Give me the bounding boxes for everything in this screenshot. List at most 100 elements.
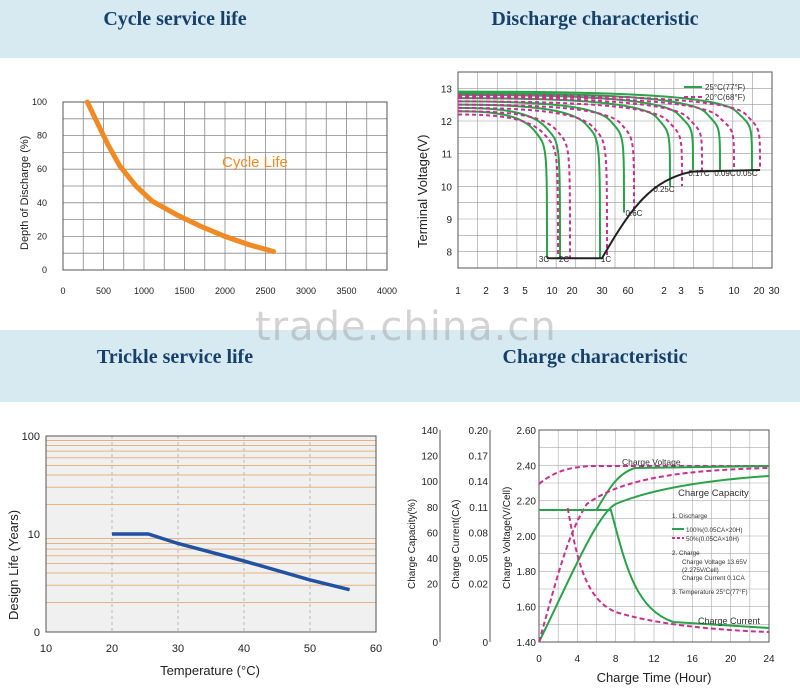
trickle-chart-panel: 100 10 0 10 20 30 40 50 60 Temperature (°C) Desi…: [0, 404, 398, 688]
charge-voltage-tick: 1.40: [517, 638, 537, 649]
charge-current-label: Charge Current: [698, 616, 761, 626]
cycle-xtick-label: 2500: [255, 286, 275, 296]
charge-current-curve-100: [539, 509, 770, 629]
discharge-curve-20c: [457, 100, 683, 187]
trickle-xtick-label: 30: [172, 643, 184, 655]
charge-capacity-tick: 140: [421, 426, 438, 437]
discharge-xtick-label: 3: [503, 286, 509, 297]
cycle-xtick-label: 1500: [174, 286, 194, 296]
charge-capacity-curve-50: [538, 467, 770, 643]
discharge-ytick-label: 9: [446, 215, 452, 226]
charge-xtick-label: 24: [763, 654, 775, 665]
discharge-xtick-label: 60: [622, 286, 634, 297]
cycle-ytick-label: 40: [37, 198, 47, 208]
charge-xtick-label: 12: [648, 654, 660, 665]
discharge-ytick-label: 13: [441, 84, 453, 95]
discharge-xtick-label: 20: [566, 286, 578, 297]
trickle-ytick-label: 0: [34, 627, 40, 639]
discharge-rate-label: 1C: [601, 255, 611, 264]
discharge-title: Discharge characteristic: [491, 8, 699, 30]
cycle-chart-panel: 0 500 1000 1500 2000 2500 3000 3500 4000 0 20 40 60 8…: [0, 60, 398, 330]
charge-chart: 1401201008060402000.200.170.140.110.080.…: [407, 426, 775, 685]
charge-capacity-tick: 80: [427, 503, 439, 514]
cycle-xtick-label: 1000: [134, 286, 154, 296]
discharge-curve-25c: [457, 92, 721, 171]
charge-capacity-tick: 0: [432, 638, 438, 649]
discharge-ytick-label: 11: [442, 150, 453, 161]
charge-voltage-tick: 1.60: [517, 603, 537, 614]
discharge-xtick-label: 5: [522, 286, 528, 297]
trickle-ylabel: Design Life (Years): [6, 510, 21, 620]
charge-voltage-ylabel: Charge Voltage(V/Cell): [502, 487, 513, 589]
charge-note-line: (2.275V/Cell): [682, 567, 719, 574]
cycle-ytick-label: 0: [42, 265, 47, 275]
charge-voltage-curve-50: [538, 465, 769, 485]
discharge-ytick-label: 8: [446, 248, 452, 259]
cycle-ytick-label: 20: [37, 231, 47, 241]
charge-voltage-tick: 2.00: [517, 532, 537, 543]
discharge-xtick-label: 5: [698, 286, 704, 297]
discharge-curve-25c: [457, 90, 753, 171]
discharge-xtick-label: 10: [546, 286, 558, 297]
discharge-curve-25c: [457, 110, 548, 259]
charge-current-tick: 0: [482, 638, 488, 649]
discharge-xtick-label: 20: [753, 286, 765, 297]
charge-capacity-tick: 100: [421, 477, 438, 488]
discharge-rate-label: 0.05C: [736, 169, 758, 178]
charge-voltage-tick: 1.80: [517, 567, 537, 578]
charge-note-line: 100%(0.05CA×20H): [686, 527, 743, 534]
charge-note-line: 2. Charge: [672, 550, 700, 557]
charge-current-ylabel: Charge Current(CA): [451, 500, 462, 589]
charge-capacity-label: Charge Capacity: [678, 488, 749, 499]
discharge-xtick-label: 2: [483, 286, 489, 297]
charge-xtick-label: 16: [687, 654, 699, 665]
charge-note-line: 1. Discharge: [672, 513, 708, 520]
cycle-xtick-label: 3000: [296, 286, 316, 296]
charge-current-tick: 0.11: [469, 503, 488, 514]
charge-xtick-label: 8: [613, 654, 619, 665]
discharge-rate-label: 3C: [539, 255, 549, 264]
discharge-rate-label: 0.09C: [714, 169, 736, 178]
discharge-curve-20c: [457, 106, 608, 259]
charge-note-line: 3. Temperature 25°C(77°F): [672, 588, 748, 596]
discharge-xtick-label: 2: [661, 286, 667, 297]
header-band-top: [0, 0, 800, 58]
cycle-ytick-label: 80: [37, 131, 47, 141]
discharge-cutoff-line: [547, 169, 761, 260]
charge-current-tick: 0.02: [469, 580, 489, 591]
charge-voltage-tick: 2.40: [517, 461, 537, 472]
charge-capacity-tick: 120: [421, 452, 438, 463]
charge-xtick-label: 20: [725, 654, 737, 665]
charge-xtick-label: 0: [536, 654, 542, 665]
charge-current-tick: 0.17: [469, 452, 489, 463]
discharge-xtick-label: 3: [678, 286, 684, 297]
legend-20c: 20°C(68°F): [705, 93, 746, 102]
charge-title: Charge characteristic: [502, 346, 688, 368]
discharge-xtick-label: 30: [768, 286, 780, 297]
charge-capacity-tick: 40: [427, 554, 439, 565]
discharge-curve-20c: [457, 113, 559, 259]
charge-current-tick: 0.05: [469, 554, 489, 565]
charge-voltage-tick: 2.60: [517, 426, 537, 437]
discharge-rate-label: 2C: [559, 255, 569, 264]
charge-voltage-label: Charge Voltage: [622, 457, 681, 467]
charge-current-tick: 0.14: [469, 477, 489, 488]
charge-xlabel: Charge Time (Hour): [597, 670, 712, 685]
charge-note-line: Charge Current 0.1CA: [682, 575, 745, 582]
charge-voltage-tick: 2.20: [517, 497, 537, 508]
trickle-xtick-label: 40: [238, 643, 250, 655]
cycle-xtick-label: 0: [60, 286, 65, 296]
watermark: trade.china.cn: [255, 304, 557, 350]
charge-xtick-label: 4: [575, 654, 581, 665]
cycle-xtick-label: 500: [96, 286, 111, 296]
charge-notes: 1. Discharge 100%(0.05CA×20H) 50%(0.05CA×1…: [672, 513, 748, 596]
discharge-curve-25c: [457, 106, 561, 259]
trickle-ytick-label: 10: [28, 529, 40, 541]
charge-note-line: Charge Voltage 13.65V: [682, 559, 748, 566]
trickle-xtick-label: 60: [370, 643, 382, 655]
trickle-xtick-label: 20: [106, 643, 118, 655]
discharge-curve-20c: [457, 95, 735, 171]
discharge-ytick-label: 10: [441, 182, 453, 193]
